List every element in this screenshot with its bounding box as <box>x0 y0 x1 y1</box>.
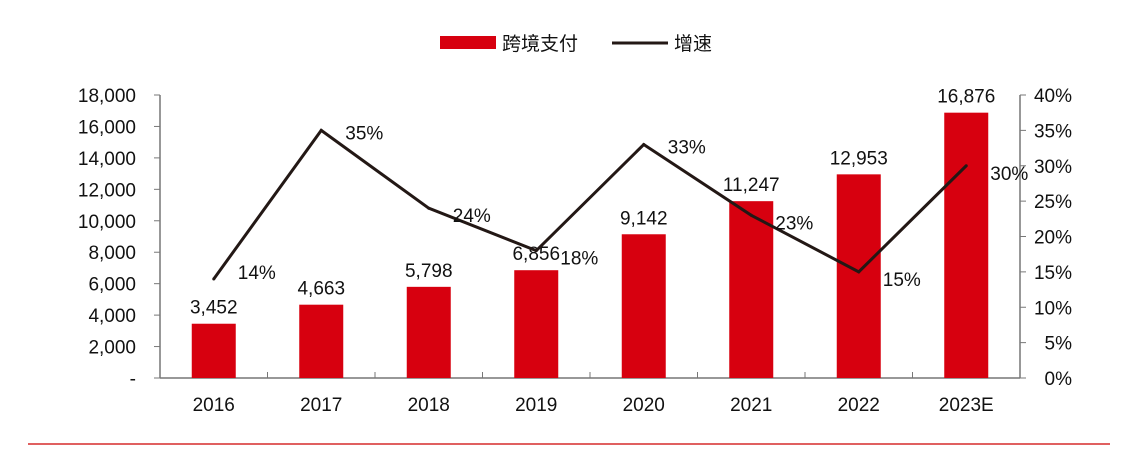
right-tick-label: 30% <box>1034 157 1072 178</box>
x-tick-label: 2021 <box>730 395 772 416</box>
growth-line <box>212 128 968 280</box>
right-tick-label: 40% <box>1034 86 1072 107</box>
line-label: 15% <box>883 270 921 291</box>
x-tick-label: 2022 <box>838 395 880 416</box>
x-tick-label: 2018 <box>408 395 450 416</box>
bar-label: 16,876 <box>937 87 995 108</box>
left-tick-label: 6,000 <box>88 275 136 296</box>
legend-bar-swatch <box>440 36 496 49</box>
left-tick-label: 16,000 <box>78 117 136 138</box>
left-tick-label: 4,000 <box>88 306 136 327</box>
bar-label: 5,798 <box>405 261 453 282</box>
line-point <box>534 249 538 253</box>
line-label: 18% <box>560 249 598 270</box>
bar-label: 6,856 <box>512 244 560 265</box>
left-tick-label: 18,000 <box>78 86 136 107</box>
line-point <box>319 128 323 132</box>
line-label: 23% <box>775 213 813 234</box>
bar <box>406 286 451 378</box>
x-tick-label: 2016 <box>193 395 235 416</box>
right-tick-label: 10% <box>1034 298 1072 319</box>
bar-label: 4,663 <box>297 279 345 300</box>
right-tick-label: 5% <box>1045 334 1073 355</box>
left-tick-label: 10,000 <box>78 212 136 233</box>
line-label: 35% <box>345 123 383 144</box>
line-label: 30% <box>990 164 1028 185</box>
x-tick-label: 2023E <box>939 395 994 416</box>
bar <box>729 201 774 378</box>
line-label: 24% <box>453 206 491 227</box>
right-tick-label: 15% <box>1034 263 1072 284</box>
line-point <box>964 164 968 168</box>
line-point <box>427 206 431 210</box>
left-tick-label: 14,000 <box>78 149 136 170</box>
bar-label: 12,953 <box>830 148 888 169</box>
bar <box>191 323 236 378</box>
left-tick-label: 12,000 <box>78 180 136 201</box>
line-label: 33% <box>668 138 706 159</box>
left-tick-label: 8,000 <box>88 243 136 264</box>
legend: 跨境支付 增速 <box>440 33 712 55</box>
line-point <box>857 270 861 274</box>
line-label: 14% <box>238 263 276 284</box>
x-tick-label: 2020 <box>623 395 665 416</box>
line-point <box>749 213 753 217</box>
legend-bar-label: 跨境支付 <box>502 33 578 55</box>
left-tick-label: 2,000 <box>88 338 136 359</box>
bar <box>944 112 989 378</box>
line-point <box>212 277 216 281</box>
bar-label: 3,452 <box>190 298 238 319</box>
right-tick-label: 0% <box>1045 369 1073 390</box>
right-tick-label: 35% <box>1034 121 1072 142</box>
bar <box>299 304 344 378</box>
legend-line-label: 增速 <box>674 33 712 55</box>
bar <box>836 174 881 378</box>
right-tick-label: 20% <box>1034 228 1072 249</box>
left-tick-label: - <box>130 369 136 390</box>
bar-label: 9,142 <box>620 208 668 229</box>
line-point <box>642 143 646 147</box>
x-tick-label: 2019 <box>515 395 557 416</box>
x-tick-label: 2017 <box>300 395 342 416</box>
bar <box>514 270 559 378</box>
right-tick-label: 25% <box>1034 192 1072 213</box>
bar-label: 11,247 <box>723 175 780 196</box>
bar <box>621 234 666 378</box>
